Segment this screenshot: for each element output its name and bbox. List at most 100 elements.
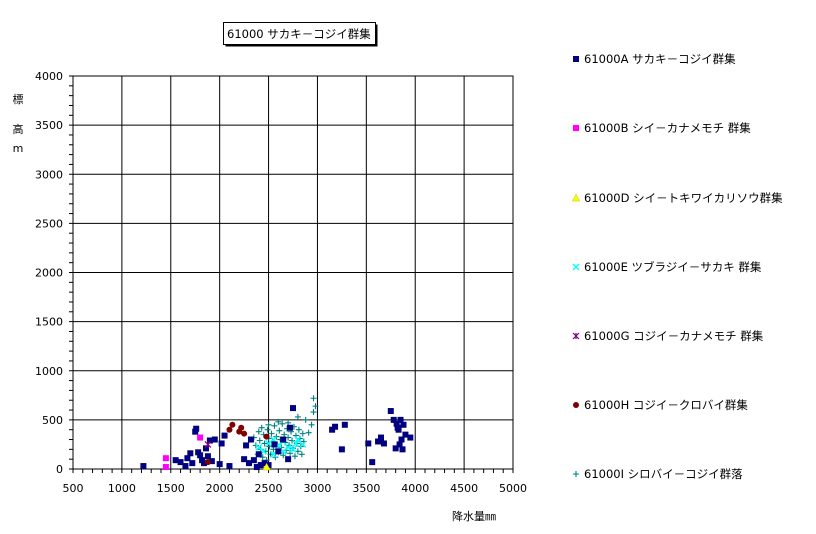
data-point [291, 453, 298, 460]
data-point [399, 446, 406, 453]
y-tick-label: 500 [42, 414, 63, 427]
legend-label: 61000B シイ－カナメモチ 群集 [584, 121, 751, 135]
data-point [271, 422, 278, 429]
y-tick-label: 2000 [35, 267, 63, 280]
y-tick-label: 3000 [35, 168, 63, 181]
data-point [189, 460, 196, 467]
data-point [287, 424, 294, 431]
data-point [211, 436, 218, 443]
data-point [204, 459, 211, 466]
data-point [201, 460, 208, 467]
data-point [193, 425, 200, 432]
legend-marker [573, 125, 579, 131]
data-point [378, 434, 384, 441]
data-point [308, 421, 315, 428]
x-tick-label: 1000 [108, 482, 136, 495]
legend: 61000A サカキ－コジイ群集 61000B シイ－カナメモチ 群集 61000D… [571, 52, 783, 481]
data-point [275, 448, 282, 455]
legend-label: 61000G コジイ－カナメモチ 群集 [584, 329, 764, 343]
y-axis-label: 標高m [13, 92, 24, 155]
legend-label: 61000A サカキ－コジイ群集 [584, 52, 736, 66]
data-point [365, 440, 372, 447]
y-axis-label-char: m [13, 142, 24, 155]
data-point [299, 440, 307, 448]
data-point [338, 446, 345, 453]
data-point [246, 460, 252, 467]
data-point [204, 453, 211, 460]
data-point [280, 436, 287, 443]
data-point [380, 440, 387, 447]
x-tick-label: 500 [63, 482, 84, 495]
x-tick-label: 5000 [499, 482, 527, 495]
data-point [392, 445, 399, 452]
x-tick-label: 3500 [352, 482, 380, 495]
data-point [226, 463, 233, 470]
data-point [295, 426, 302, 433]
data-point [395, 426, 402, 433]
data-point [305, 429, 312, 436]
data-point [256, 437, 263, 444]
data-points [140, 395, 414, 471]
chart-title: 61000 サカキ－コジイ群集 [227, 27, 371, 41]
legend-label: 61000I シロバイ－コジイ群落 [584, 467, 743, 481]
data-point [310, 409, 317, 416]
y-tick-label: 3500 [35, 119, 63, 132]
data-point [265, 462, 272, 469]
x-tick-label: 4500 [450, 482, 478, 495]
data-point [264, 426, 271, 433]
grid-lines [72, 75, 514, 470]
data-point [387, 408, 394, 415]
data-point [261, 440, 268, 447]
data-point [294, 413, 301, 420]
data-point [397, 416, 404, 423]
y-tick-label: 1500 [35, 316, 63, 329]
y-axis-label-char: 標 [13, 92, 24, 106]
x-tick-label: 4000 [401, 482, 429, 495]
y-tick-label: 0 [56, 463, 63, 476]
data-point [396, 441, 403, 448]
data-point [393, 420, 400, 427]
data-point [253, 464, 260, 471]
data-point [285, 456, 292, 463]
legend-marker [573, 402, 579, 408]
data-point [243, 442, 250, 449]
data-point [292, 439, 300, 447]
data-point [250, 457, 257, 464]
x-tick-label: 2000 [206, 482, 234, 495]
data-point [289, 445, 297, 453]
data-point [398, 436, 405, 443]
data-point [341, 421, 348, 428]
data-point [302, 416, 309, 423]
data-point [241, 456, 248, 463]
legend-marker [572, 332, 580, 340]
x-axis-label: 降水量㎜ [452, 509, 496, 523]
data-point [298, 451, 305, 458]
data-point [162, 464, 169, 471]
data-point [261, 460, 268, 467]
data-point [402, 431, 409, 438]
data-point [257, 462, 264, 469]
data-point [177, 459, 184, 466]
data-point [263, 433, 270, 440]
legend-marker [573, 56, 579, 62]
data-point [400, 421, 407, 428]
legend-marker [572, 263, 580, 271]
y-tick-labels: 0 500 1000 1500 2000 2500 3000 3500 4000 [35, 70, 63, 476]
data-point [407, 434, 414, 441]
data-point [276, 427, 283, 434]
data-point [272, 454, 279, 461]
data-point [369, 459, 376, 466]
data-point [208, 458, 215, 465]
y-axis-label-char: 高 [13, 122, 24, 136]
data-point [229, 421, 236, 428]
data-point [206, 437, 213, 444]
x-tick-labels: 500 1000 1500 2000 2500 3000 3500 4000 4500 5000 [63, 482, 528, 495]
data-point [255, 451, 262, 458]
data-point [299, 430, 306, 437]
data-point [290, 405, 296, 412]
data-point [287, 450, 294, 457]
data-point [184, 455, 191, 462]
data-point [255, 428, 262, 435]
data-point [279, 420, 286, 427]
